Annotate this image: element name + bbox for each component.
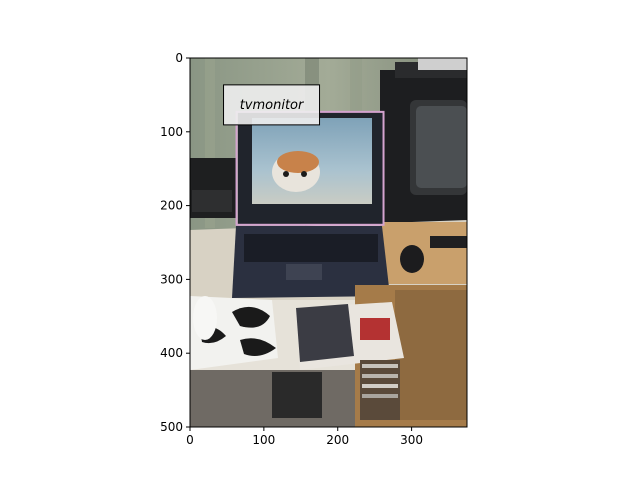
- y-tick-label: 0: [175, 51, 183, 65]
- y-axis: 0 100 200 300 400 500: [160, 51, 190, 434]
- x-tick-label: 100: [252, 433, 275, 447]
- x-axis: 0 100 200 300: [186, 427, 423, 447]
- y-tick-label: 200: [160, 199, 183, 213]
- y-tick-label: 500: [160, 420, 183, 434]
- x-tick-label: 300: [400, 433, 423, 447]
- axes-frame: [189, 57, 468, 428]
- detection-label: tvmonitor: [240, 98, 305, 113]
- detection-label-box: [223, 84, 321, 126]
- photo: [190, 58, 467, 427]
- y-tick-label: 300: [160, 272, 183, 286]
- y-tick-label: 400: [160, 346, 183, 360]
- x-tick-label: 0: [186, 433, 194, 447]
- y-tick-label: 100: [160, 125, 183, 139]
- detection-layer: tvmonitor: [223, 84, 385, 226]
- x-tick-label: 200: [326, 433, 349, 447]
